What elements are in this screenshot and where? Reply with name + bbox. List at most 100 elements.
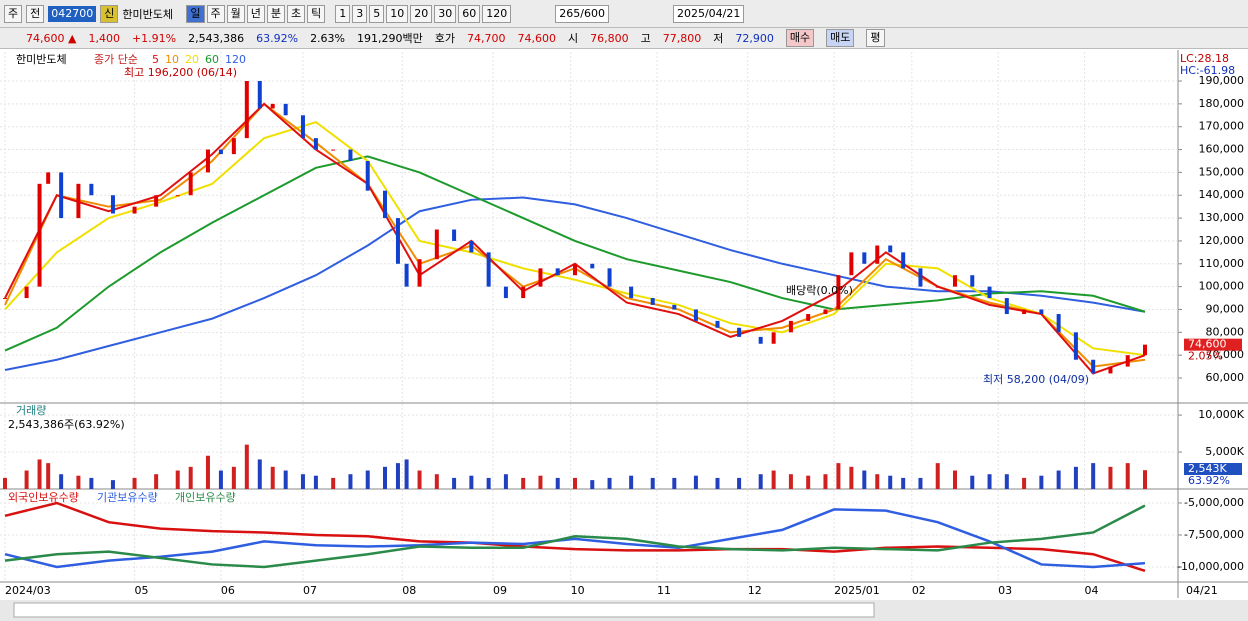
volume-bar bbox=[1073, 466, 1078, 489]
volume-title: 거래량 bbox=[16, 404, 46, 417]
vol-ratio: 63.92% bbox=[256, 31, 299, 45]
volume-bar bbox=[1039, 475, 1044, 489]
y-tick-label: 160,000 bbox=[1199, 143, 1245, 156]
volume-bar bbox=[607, 477, 612, 489]
sell-button[interactable]: 매도 bbox=[826, 29, 855, 47]
volume-bar bbox=[806, 475, 811, 489]
volume: 2,543,386 bbox=[188, 31, 245, 45]
x-tick-label: 07 bbox=[303, 584, 317, 597]
interval-button[interactable]: 60 bbox=[458, 4, 481, 23]
y-tick-label: 60,000 bbox=[1206, 371, 1245, 384]
last-price-box bbox=[1184, 338, 1242, 351]
volume-bar bbox=[395, 463, 400, 489]
candle bbox=[395, 218, 400, 264]
buy-button[interactable]: 매수 bbox=[785, 29, 815, 47]
candle bbox=[672, 304, 677, 310]
volume-bar bbox=[862, 470, 867, 489]
avg-button[interactable]: 평 bbox=[866, 29, 885, 47]
x-tick-label: 04 bbox=[1085, 584, 1099, 597]
interval-button[interactable]: 30 bbox=[434, 4, 457, 23]
volume-bar bbox=[573, 477, 577, 489]
period-button[interactable]: 월 bbox=[226, 4, 245, 23]
y-tick-label: 10,000K bbox=[1198, 408, 1244, 421]
candle bbox=[175, 195, 180, 197]
candle bbox=[953, 275, 957, 287]
volume-bar bbox=[46, 463, 51, 489]
candle bbox=[76, 183, 81, 219]
interval-button[interactable]: 1 bbox=[335, 4, 351, 23]
candle bbox=[901, 252, 906, 269]
volume-bar bbox=[555, 477, 560, 489]
candle bbox=[650, 298, 655, 305]
candle bbox=[231, 138, 236, 155]
candle bbox=[313, 138, 318, 150]
candle bbox=[875, 245, 880, 264]
volume-bar bbox=[231, 466, 236, 489]
volume-bar bbox=[503, 474, 508, 489]
volume-bar bbox=[59, 474, 64, 489]
ask-label: 호가 bbox=[434, 32, 455, 45]
volume-bar bbox=[1091, 463, 1096, 489]
legend-entry: 기관보유수량 bbox=[97, 491, 158, 504]
legend-entry: 120 bbox=[225, 53, 246, 66]
candle bbox=[110, 195, 115, 214]
volume-bar bbox=[486, 477, 491, 489]
volume-bar bbox=[348, 474, 353, 489]
period-button[interactable]: 분 bbox=[266, 4, 285, 23]
ask: 74,700 bbox=[467, 31, 506, 45]
volume-bar bbox=[771, 470, 776, 489]
prev-button[interactable]: 전 bbox=[26, 4, 45, 23]
y-tick-label: 140,000 bbox=[1199, 188, 1245, 201]
volume-bar bbox=[836, 463, 841, 489]
volume-bar bbox=[244, 444, 249, 489]
volume-bar bbox=[218, 470, 223, 489]
volume-bar bbox=[257, 459, 262, 489]
period-button[interactable]: 틱 bbox=[307, 4, 326, 23]
date[interactable]: 2025/04/21 bbox=[672, 4, 745, 23]
candle bbox=[452, 229, 457, 241]
candle bbox=[89, 183, 94, 196]
open: 76,800 bbox=[590, 31, 629, 45]
period-button[interactable]: 일 bbox=[186, 4, 205, 23]
interval-button[interactable]: 10 bbox=[386, 4, 409, 23]
candle bbox=[862, 252, 867, 264]
market-button[interactable]: 주 bbox=[4, 4, 23, 23]
period-button[interactable]: 초 bbox=[287, 4, 306, 23]
volume-bar bbox=[758, 474, 763, 489]
scroll-thumb[interactable] bbox=[13, 602, 875, 618]
interval-button[interactable]: 120 bbox=[482, 4, 512, 23]
candle bbox=[970, 275, 975, 287]
code-input[interactable]: 042700 bbox=[48, 5, 97, 22]
x-tick-label: 06 bbox=[221, 584, 235, 597]
last-volume-pct: 63.92% bbox=[1188, 474, 1230, 487]
candle bbox=[46, 172, 51, 184]
volume-bar bbox=[175, 470, 180, 489]
period-button[interactable]: 년 bbox=[246, 4, 265, 23]
period-button[interactable]: 주 bbox=[206, 4, 225, 23]
volume-bar bbox=[693, 475, 698, 489]
y-tick-label: 120,000 bbox=[1199, 234, 1245, 247]
interval-group: 1 3 5 10 20 30 60 120 bbox=[335, 4, 512, 23]
low: 72,900 bbox=[735, 31, 774, 45]
interval-button[interactable]: 3 bbox=[352, 4, 368, 23]
y-tick-label: 70,000 bbox=[1206, 348, 1245, 361]
candle bbox=[404, 263, 409, 287]
y-tick-label: 190,000 bbox=[1199, 74, 1245, 87]
interval-button[interactable]: 5 bbox=[369, 4, 385, 23]
volume-bar bbox=[538, 475, 543, 489]
price: 74,600 ▲ bbox=[26, 31, 77, 45]
last-volume: 2,543K bbox=[1188, 462, 1227, 475]
interval-button[interactable]: 20 bbox=[410, 4, 433, 23]
candle bbox=[1056, 314, 1061, 333]
x-tick-label: 2024/03 bbox=[5, 584, 51, 597]
volume-bar bbox=[331, 477, 336, 489]
high-annotation: 최고 196,200 (06/14) bbox=[124, 66, 237, 79]
volume-bar bbox=[1108, 466, 1113, 489]
tag: 신 bbox=[100, 4, 119, 23]
low-annotation: 최저 58,200 (04/09) bbox=[983, 373, 1089, 386]
x-tick-label: 09 bbox=[493, 584, 507, 597]
volume-bar bbox=[1143, 470, 1147, 489]
candle bbox=[331, 149, 336, 151]
last-volume-box bbox=[1184, 463, 1242, 475]
